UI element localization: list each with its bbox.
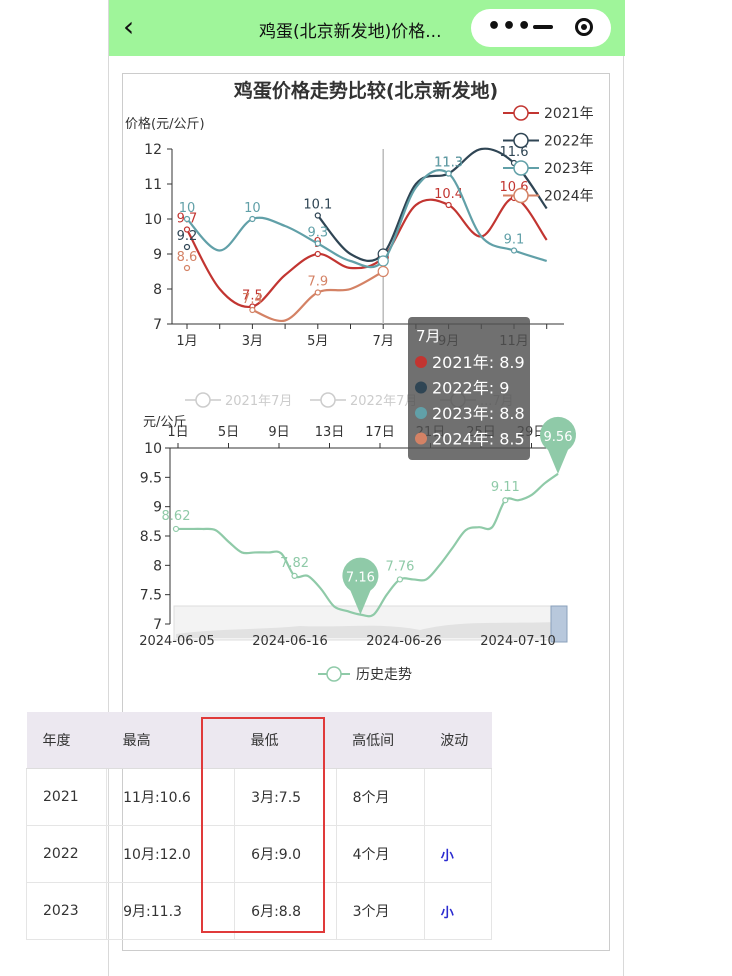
table-cell: 6月:8.8 xyxy=(234,882,337,940)
table-cell: 3月:7.5 xyxy=(234,768,337,826)
table-header-cell: 高低间 xyxy=(336,712,425,769)
table-cell: 4个月 xyxy=(335,825,425,883)
table-header-cell: 最低 xyxy=(234,712,337,769)
table-cell: 2021 xyxy=(25,768,108,826)
close-target-icon[interactable] xyxy=(575,18,593,36)
more-icon[interactable]: ••• xyxy=(487,14,533,39)
table-cell: 10月:12.0 xyxy=(106,825,236,883)
table-cell: 11月:10.6 xyxy=(106,768,236,826)
table-header-row: 年度 最高 最低 高低间 波动 xyxy=(26,712,492,769)
table-header-cell: 年度 xyxy=(26,712,107,769)
table-row: 2023 9月:11.3 6月:8.8 3个月小 xyxy=(25,882,493,940)
highlight-box xyxy=(201,717,325,933)
table-cell: 2022 xyxy=(25,825,108,883)
table-header-cell: 最高 xyxy=(106,712,235,769)
table-cell xyxy=(423,768,493,826)
table-row: 2021 11月:10.6 3月:7.5 8个月 xyxy=(25,768,493,826)
table-cell: 6月:9.0 xyxy=(234,825,337,883)
title-bar: ‹ 鸡蛋(北京新发地)价格... ••• xyxy=(109,0,625,56)
table-cell: 2023 xyxy=(25,882,108,940)
mini-program-capsule: ••• xyxy=(471,9,611,47)
page-title: 鸡蛋(北京新发地)价格... xyxy=(259,22,442,42)
table-header-cell: 波动 xyxy=(424,712,492,769)
minimize-icon[interactable] xyxy=(533,25,553,29)
table-cell: 8个月 xyxy=(335,768,425,826)
table-body: 2021 11月:10.6 3月:7.5 8个月 2022 10月:12.0 6月:9.0 4… xyxy=(25,768,493,940)
back-icon[interactable]: ‹ xyxy=(123,10,135,43)
table-cell: 小 xyxy=(423,882,493,940)
table-row: 2022 10月:12.0 6月:9.0 4个月小 xyxy=(25,825,493,883)
summary-table: 年度 最高 最低 高低间 波动 2021 11月:10.6 3月:7.5 8个月 2022 10月… xyxy=(25,712,493,940)
table-cell: 9月:11.3 xyxy=(106,882,236,940)
table-cell: 小 xyxy=(423,825,493,883)
table-cell: 3个月 xyxy=(335,882,425,940)
